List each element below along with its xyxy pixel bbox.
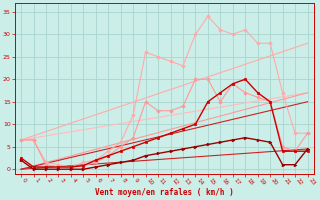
X-axis label: Vent moyen/en rafales ( km/h ): Vent moyen/en rafales ( km/h ) xyxy=(95,188,234,197)
